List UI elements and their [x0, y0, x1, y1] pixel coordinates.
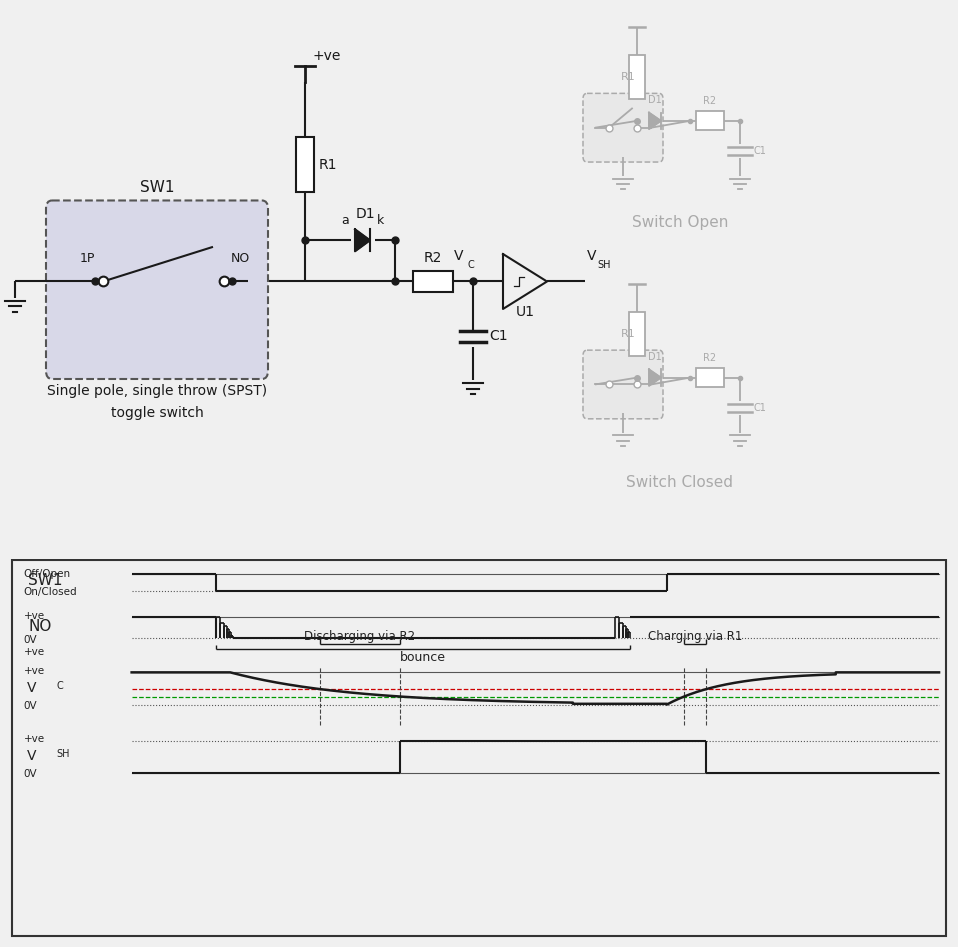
Text: D1: D1 [649, 95, 662, 105]
Text: SH: SH [597, 259, 610, 270]
Text: R2: R2 [423, 251, 443, 265]
Text: Single pole, single throw (SPST): Single pole, single throw (SPST) [47, 384, 267, 399]
Text: 1P: 1P [80, 252, 95, 265]
Polygon shape [355, 229, 370, 251]
Text: NO: NO [29, 619, 52, 634]
Text: +ve: +ve [313, 49, 341, 63]
Text: U1: U1 [515, 305, 535, 319]
Text: C1: C1 [489, 330, 508, 344]
Text: C1: C1 [754, 402, 766, 413]
Text: a: a [341, 214, 349, 227]
Text: k: k [377, 214, 384, 227]
Text: D1: D1 [649, 351, 662, 362]
Polygon shape [649, 113, 661, 129]
Text: R1: R1 [621, 329, 636, 339]
Bar [296, 137, 314, 192]
Text: R2: R2 [703, 353, 717, 363]
FancyBboxPatch shape [46, 201, 268, 379]
Text: +ve: +ve [24, 667, 45, 676]
Text: toggle switch: toggle switch [110, 406, 203, 420]
FancyBboxPatch shape [583, 94, 663, 162]
Text: D1: D1 [355, 207, 375, 222]
Text: 0V: 0V [24, 634, 37, 645]
Text: +ve: +ve [24, 735, 45, 744]
Bar [696, 111, 724, 131]
Text: SW1: SW1 [29, 573, 63, 588]
Text: +ve: +ve [24, 612, 45, 621]
Text: V: V [27, 681, 36, 695]
Text: Switch Open: Switch Open [632, 215, 728, 229]
Text: R1: R1 [319, 158, 337, 171]
Text: NO: NO [230, 252, 250, 265]
Text: C: C [57, 681, 63, 691]
Text: Off/Open: Off/Open [24, 569, 71, 579]
Text: 0V: 0V [24, 769, 37, 779]
Bar [629, 312, 645, 356]
Text: C: C [468, 259, 475, 270]
Text: Discharging via R2: Discharging via R2 [305, 630, 416, 643]
Text: V: V [587, 248, 597, 262]
Bar [696, 368, 724, 387]
Text: +ve: +ve [24, 647, 45, 656]
Text: R1: R1 [621, 72, 636, 81]
Text: On/Closed: On/Closed [24, 587, 78, 597]
Text: bounce: bounce [399, 651, 445, 664]
Text: 0V: 0V [24, 701, 37, 711]
Text: Switch Closed: Switch Closed [627, 475, 734, 491]
Polygon shape [649, 369, 661, 385]
Text: SW1: SW1 [140, 180, 174, 195]
Text: R2: R2 [703, 97, 717, 106]
FancyBboxPatch shape [583, 350, 663, 419]
Text: V: V [27, 749, 36, 763]
Text: SH: SH [57, 749, 70, 759]
Text: C1: C1 [754, 146, 766, 156]
Bar [629, 55, 645, 98]
Text: Charging via R1: Charging via R1 [648, 630, 742, 643]
Bar [413, 271, 453, 293]
Text: V: V [453, 248, 463, 262]
